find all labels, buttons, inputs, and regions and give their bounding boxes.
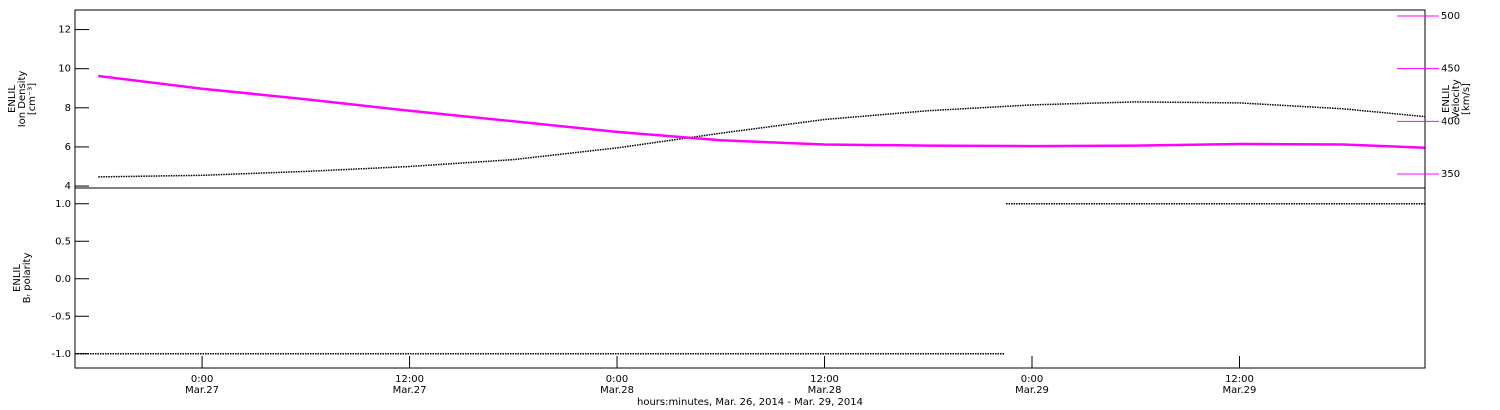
x-tick-label: 12:00 <box>395 374 424 385</box>
x-tick-date: Mar.29 <box>1223 385 1257 396</box>
y2-axis-label-line: Velocity <box>1451 79 1462 118</box>
x-tick-date: Mar.28 <box>600 385 634 396</box>
y-tick-label: -0.5 <box>51 311 71 322</box>
x-tick-label: 0:00 <box>191 374 213 385</box>
y-axis-label-line: Ion Density <box>17 71 28 128</box>
series-line <box>75 203 1425 355</box>
y2-tick-label: 450 <box>1441 64 1460 75</box>
y-tick-label: 10 <box>58 64 71 75</box>
bottom-frame <box>74 187 1426 369</box>
x-tick-label: 0:00 <box>1021 374 1043 385</box>
x-tick-date: Mar.27 <box>393 385 427 396</box>
y2-axis-label: ENLIL Velocity [km/s] <box>1441 79 1472 118</box>
y2-axis-label-line: ENLIL <box>1441 85 1452 113</box>
y-tick-label: 4 <box>65 181 71 192</box>
x-axis-label: hours:minutes, Mar. 26, 2014 - Mar. 29, … <box>637 397 863 408</box>
y-axis-label-line: ENLIL <box>12 264 23 292</box>
y-axis-label-line: [cm⁻³] <box>27 83 38 115</box>
y-tick-label: 1.0 <box>55 199 71 210</box>
series-line <box>98 74 1425 149</box>
y2-axis-label-line: [km/s] <box>1461 83 1472 115</box>
y-tick-label: 0.5 <box>55 236 71 247</box>
x-tick-date: Mar.28 <box>808 385 842 396</box>
x-tick-date: Mar.27 <box>185 385 219 396</box>
y-axis-label: ENLIL Bᵣ polarity <box>12 253 33 304</box>
y-tick-label: 6 <box>65 142 71 153</box>
x-tick-label: 0:00 <box>606 374 628 385</box>
y-axis-label: ENLIL Ion Density [cm⁻³] <box>7 71 38 128</box>
x-tick-label: 12:00 <box>810 374 839 385</box>
x-tick-label: 12:00 <box>1225 374 1254 385</box>
y2-tick-label: 400 <box>1441 116 1460 127</box>
y-axis-label-line: Bᵣ polarity <box>22 253 33 304</box>
y-axis-label-line: ENLIL <box>7 85 18 113</box>
series-line <box>98 101 1425 178</box>
y2-tick-label: 350 <box>1441 169 1460 180</box>
top-frame <box>74 9 1426 189</box>
y-tick-label: 0.0 <box>55 274 71 285</box>
y-tick-label: 8 <box>65 103 71 114</box>
y-tick-label: -1.0 <box>51 349 71 360</box>
y-tick-label: 12 <box>58 25 71 36</box>
y2-tick-label: 500 <box>1441 11 1460 22</box>
x-tick-date: Mar.29 <box>1015 385 1049 396</box>
